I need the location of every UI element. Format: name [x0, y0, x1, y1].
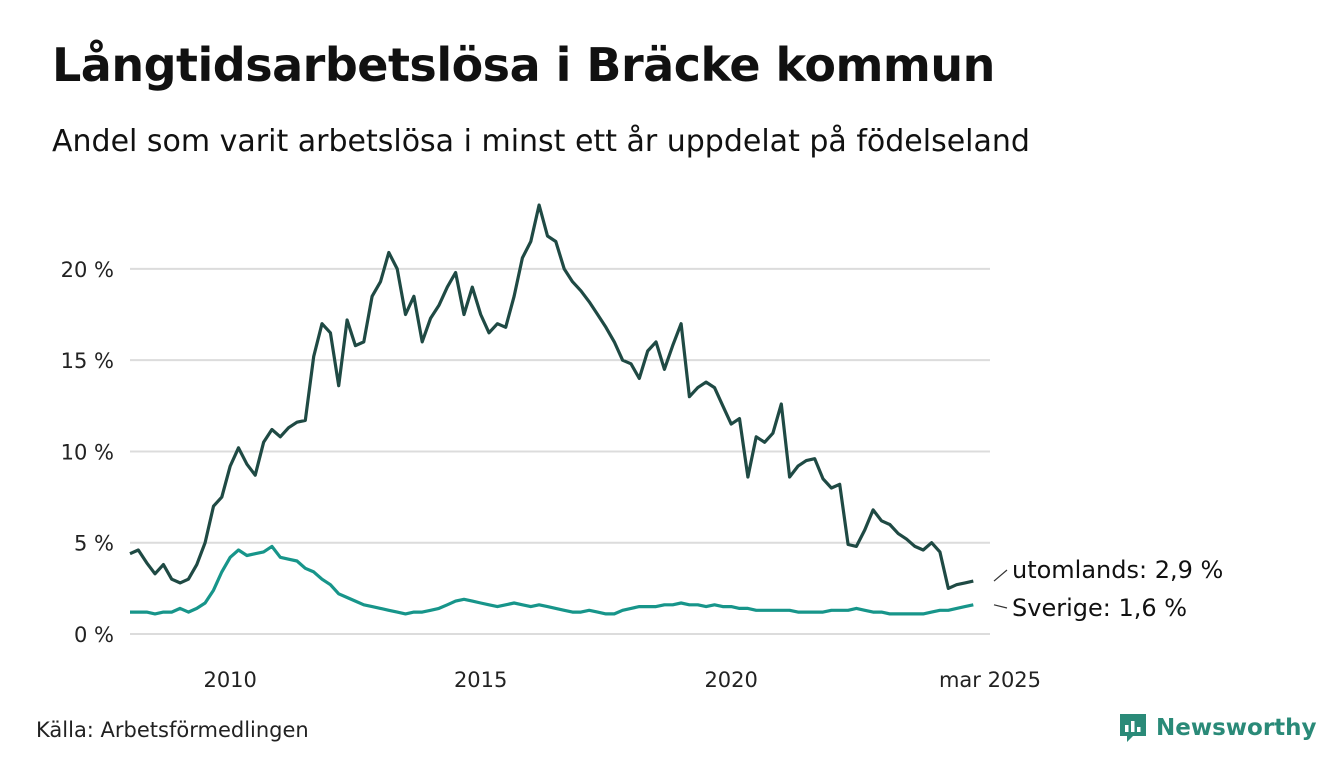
y-tick-label: 0 %	[74, 623, 114, 647]
x-tick-label: 2015	[454, 668, 507, 692]
series-lines	[129, 203, 974, 616]
x-axis-ticks: 2010 2015 2020 mar 2025	[203, 668, 1041, 692]
y-tick-label: 15 %	[61, 349, 114, 373]
end-label-connector	[993, 604, 1008, 609]
x-tick-label: mar 2025	[939, 668, 1041, 692]
y-tick-label: 10 %	[61, 440, 114, 464]
end-label-utomlands: utomlands: 2,9 %	[1012, 556, 1223, 584]
end-label-sverige: Sverige: 1,6 %	[1012, 594, 1187, 622]
chart-title: Långtidsarbetslösa i Bräcke kommun	[52, 38, 995, 92]
end-label-connector	[993, 569, 1008, 582]
chart-subtitle: Andel som varit arbetslösa i minst ett å…	[52, 124, 1030, 159]
brand-name: Newsworthy	[1156, 715, 1317, 741]
x-tick-label: 2020	[704, 668, 757, 692]
series-line-utomlands	[129, 203, 974, 590]
series-line-sverige	[130, 544, 974, 616]
grid-lines	[130, 267, 990, 635]
y-tick-label: 20 %	[61, 258, 114, 282]
y-axis-ticks: 0 % 5 % 10 % 15 % 20 %	[61, 258, 114, 647]
end-labels: utomlands: 2,9 % Sverige: 1,6 %	[993, 556, 1223, 622]
source-note: Källa: Arbetsförmedlingen	[36, 718, 309, 742]
x-tick-label: 2010	[203, 668, 256, 692]
brand-logo: Newsworthy	[1118, 712, 1317, 744]
newsworthy-logo-icon	[1120, 714, 1146, 742]
y-tick-label: 5 %	[74, 532, 114, 556]
